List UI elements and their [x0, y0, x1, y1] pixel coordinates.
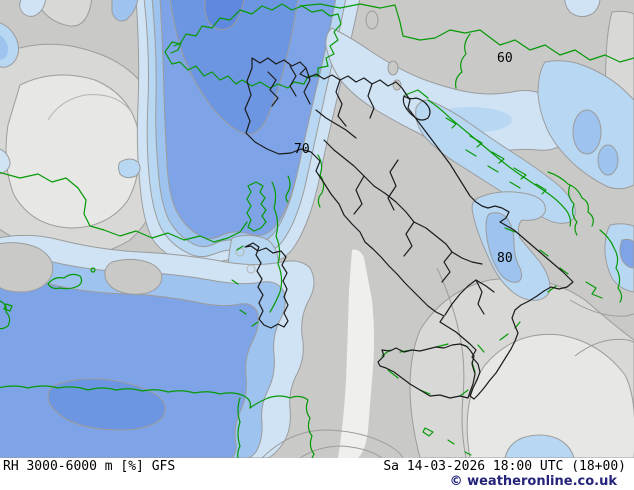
caption-row: RH 3000-6000 m [%] GFS Sa 14-03-2026 18:…: [0, 459, 634, 474]
dry-shading-layer: [0, 0, 634, 458]
contour-label-60: 60: [497, 51, 513, 66]
contour-labels-layer: 70 60 80: [294, 51, 513, 266]
copyright-label: © weatheronline.co.uk: [449, 474, 617, 489]
rh-weather-map: 70 60 80: [0, 0, 634, 458]
caption-bar: RH 3000-6000 m [%] GFS Sa 14-03-2026 18:…: [0, 458, 634, 490]
contour-label-80: 80: [497, 251, 513, 266]
parameter-label: RH 3000-6000 m [%] GFS: [3, 459, 176, 474]
valid-time-label: Sa 14-03-2026 18:00 UTC (18+00): [383, 459, 626, 474]
contour-label-70: 70: [294, 142, 310, 157]
contour-lines-layer: [235, 10, 634, 458]
coastlines-layer: [244, 57, 574, 400]
country-borders-layer: [0, 3, 634, 458]
